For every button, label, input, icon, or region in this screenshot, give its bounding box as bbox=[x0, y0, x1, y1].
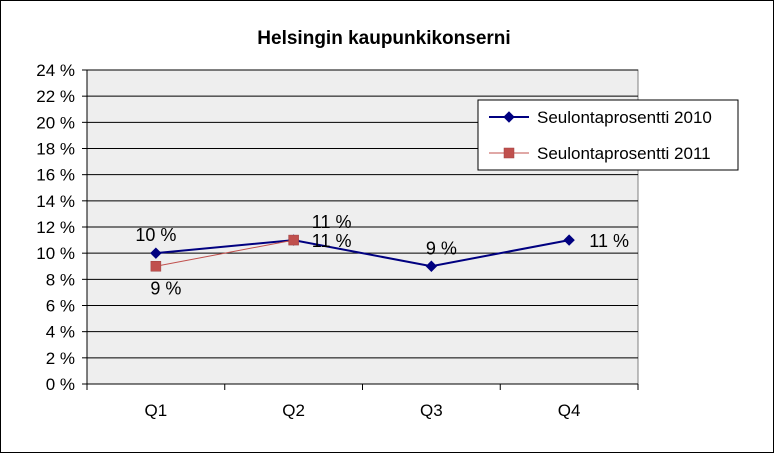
data-label: 11 % bbox=[589, 231, 629, 251]
legend-box bbox=[477, 99, 739, 171]
y-tick-label: 20 % bbox=[36, 113, 75, 132]
legend-marker bbox=[503, 111, 515, 123]
legend-label: Seulontaprosentti 2010 bbox=[537, 108, 712, 127]
y-tick-label: 16 % bbox=[36, 166, 75, 185]
x-tick-label: Q2 bbox=[282, 401, 305, 420]
y-tick-label: 0 % bbox=[46, 375, 75, 394]
data-point-series-1 bbox=[150, 247, 162, 259]
x-tick-label: Q1 bbox=[145, 401, 168, 420]
axes: 0 % 2 % 4 % 6 % 8 % 10 % 12 % 14 % 16 % 18 % 20 % 2… bbox=[36, 61, 639, 420]
data-label: 11 % bbox=[312, 212, 352, 232]
data-point-series-2 bbox=[288, 234, 299, 246]
series-line-1 bbox=[155, 239, 570, 268]
data-point-series-1 bbox=[563, 234, 575, 246]
data-point-series-2 bbox=[150, 261, 162, 272]
y-tick-label: 14 % bbox=[36, 192, 75, 211]
y-tick-label: 2 % bbox=[46, 349, 75, 368]
y-tick-label: 4 % bbox=[46, 323, 75, 342]
series-layer bbox=[150, 234, 575, 272]
legend: Seulontaprosentti 2010 Seulontaprosentti … bbox=[477, 99, 739, 171]
data-label: 9 % bbox=[150, 278, 181, 298]
legend-marker bbox=[503, 147, 515, 159]
x-tick-label: Q4 bbox=[558, 401, 581, 420]
series-line-2 bbox=[155, 239, 294, 267]
data-point-series-1 bbox=[425, 260, 438, 272]
legend-label: Seulontaprosentti 2011 bbox=[537, 144, 711, 163]
y-tick-label: 8 % bbox=[46, 270, 75, 289]
y-tick-label: 12 % bbox=[36, 218, 75, 237]
data-label: 9 % bbox=[426, 238, 457, 258]
y-tick-label: 18 % bbox=[36, 140, 75, 159]
data-labels: 10 % 11 % 9 % 11 % 9 % 11 % bbox=[135, 212, 629, 298]
y-tick-label: 22 % bbox=[36, 87, 75, 106]
y-tick-label: 6 % bbox=[46, 297, 75, 316]
y-tick-label: 24 % bbox=[36, 61, 75, 80]
chart-title: Helsingin kaupunkikonserni bbox=[257, 28, 510, 49]
data-label: 11 % bbox=[312, 231, 352, 251]
y-tick-label: 10 % bbox=[36, 244, 75, 263]
data-label: 10 % bbox=[135, 225, 176, 245]
x-tick-label: Q3 bbox=[420, 401, 443, 420]
